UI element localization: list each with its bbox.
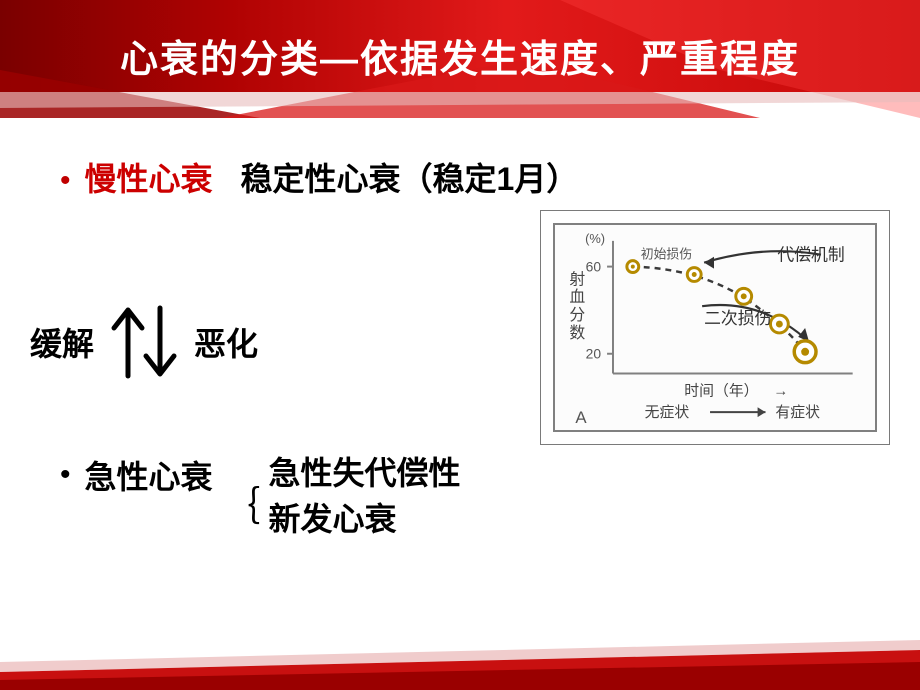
worsen-label: 恶化	[194, 319, 258, 365]
bullet-dot-icon: •	[60, 166, 71, 196]
chronic-leader: 慢性心衰	[85, 154, 213, 200]
ytick-20: 20	[586, 346, 602, 362]
x-state-right: 有症状	[775, 404, 820, 421]
bullet-dot-icon: •	[60, 460, 71, 490]
up-down-arrows-icon	[100, 298, 188, 386]
label-secondary: 二次损伤	[704, 309, 771, 328]
ef-diagram: 60 20 (%) 射 血 分 数	[540, 210, 890, 445]
label-compensation: 代偿机制	[777, 246, 844, 265]
label-initial: 初始损伤	[641, 247, 692, 262]
relief-label: 缓解	[30, 319, 94, 365]
acute-sub1: 急性失代偿性	[269, 450, 461, 496]
page-title: 心衰的分类—依据发生速度、严重程度	[0, 28, 920, 83]
acute-sub2: 新发心衰	[269, 496, 461, 542]
acute-leader: 急性心衰	[85, 452, 213, 498]
x-axis-label: 时间（年）	[684, 382, 758, 399]
relief-worsen-arrows: 缓解 恶化	[30, 298, 258, 386]
bullet-chronic: • 慢性心衰 稳定性心衰（稳定1月）	[60, 154, 578, 200]
x-axis-arrow1: →	[773, 383, 788, 399]
panel-label: A	[575, 408, 587, 427]
chronic-detail: 稳定性心衰（稳定1月）	[241, 154, 579, 200]
y-unit: (%)	[585, 231, 605, 246]
y-axis-label: 射 血 分 数	[569, 270, 589, 341]
brace-icon: ｛	[221, 474, 261, 532]
bullet-acute: • 急性心衰 ｛ 急性失代偿性 新发心衰	[60, 450, 461, 543]
ef-diagram-svg: 60 20 (%) 射 血 分 数	[555, 225, 875, 430]
footer-banner	[0, 622, 920, 690]
x-state-left: 无症状	[645, 404, 690, 421]
